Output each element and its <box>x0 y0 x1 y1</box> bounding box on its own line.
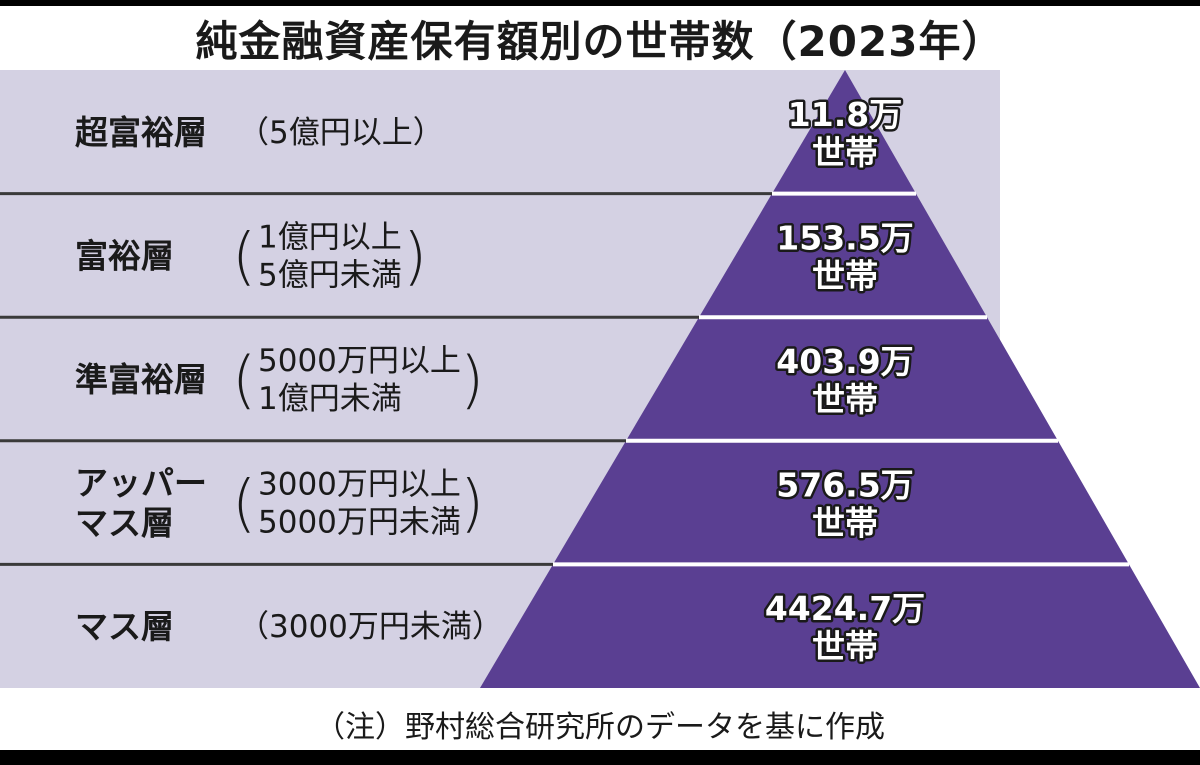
range-text: 5000万円以上 <box>258 343 461 379</box>
range-paren-close: ) <box>403 219 427 292</box>
pyramid-shape <box>480 70 1200 688</box>
tier-name-label: マス層 <box>75 607 174 646</box>
range-text: （5億円以上） <box>238 115 444 151</box>
tier-value: 11.8万 <box>788 95 902 134</box>
range-text: 1億円以上 <box>258 219 402 255</box>
tier-name-label: マス層 <box>75 504 174 543</box>
range-paren-open: ( <box>232 467 256 540</box>
range-paren-open: ( <box>232 343 256 416</box>
range-text: （3000万円未満） <box>238 609 503 645</box>
chart-title: 純金融資産保有額別の世帯数（2023年） <box>195 17 1005 66</box>
top-black-bar <box>0 0 1200 6</box>
tier-name-label: 富裕層 <box>75 236 174 275</box>
tier-name-label: 準富裕層 <box>75 360 207 399</box>
tier-name-label: 超富裕層 <box>75 113 207 152</box>
tier-value: 403.9万 <box>776 342 913 381</box>
range-paren-close: ) <box>460 467 484 540</box>
tier-value: 153.5万 <box>776 218 913 257</box>
tier-value-unit: 世帯 <box>812 627 878 666</box>
tier-value: 576.5万 <box>776 466 913 505</box>
tier-value-unit: 世帯 <box>812 504 878 543</box>
range-text: 5億円未満 <box>258 257 402 293</box>
tier-value-unit: 世帯 <box>812 256 878 295</box>
tier-value-unit: 世帯 <box>812 133 878 172</box>
tier-value-unit: 世帯 <box>812 380 878 419</box>
tier-name-label: アッパー <box>75 464 207 503</box>
source-note: （注）野村総合研究所のデータを基に作成 <box>315 710 885 745</box>
range-paren-close: ) <box>460 343 484 416</box>
range-text: 3000万円以上 <box>258 467 461 503</box>
range-text: 1億円未満 <box>258 381 402 417</box>
bottom-black-bar <box>0 750 1200 765</box>
range-paren-open: ( <box>232 219 256 292</box>
tier-value: 4424.7万 <box>765 589 925 628</box>
range-text: 5000万円未満 <box>258 505 461 541</box>
